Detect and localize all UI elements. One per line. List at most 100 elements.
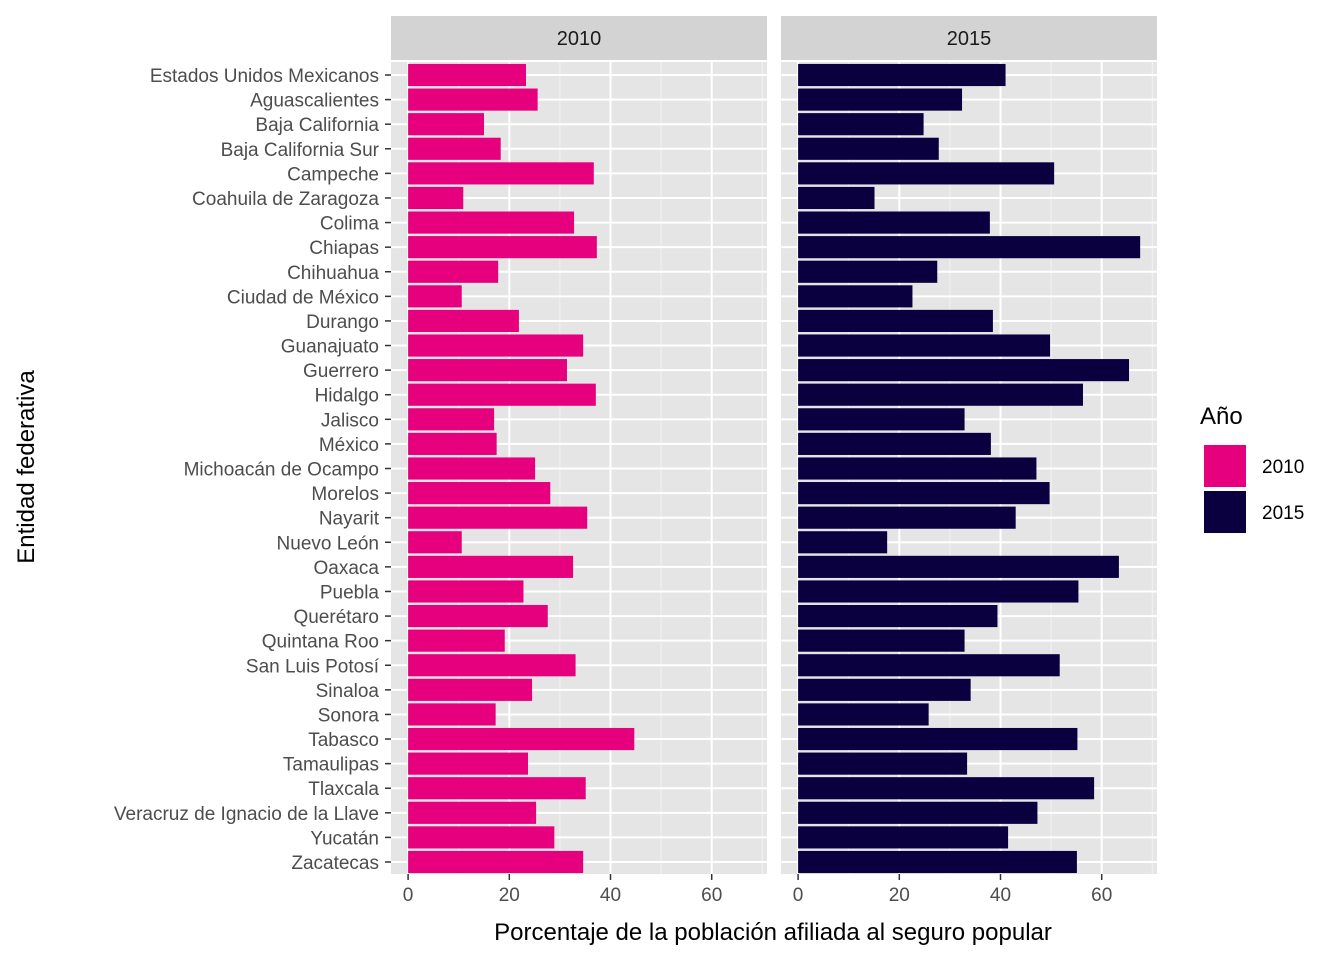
bar	[408, 359, 567, 382]
bar	[798, 211, 990, 234]
strip-2015	[781, 16, 1157, 60]
y-tick-label: Guerrero	[303, 361, 379, 382]
bar	[798, 309, 993, 333]
legend-key-2015	[1202, 489, 1248, 535]
strip-label: 2015	[947, 28, 992, 50]
bar	[798, 88, 963, 111]
bar	[408, 629, 505, 652]
bar	[408, 457, 536, 480]
bar	[798, 359, 1130, 382]
bar	[798, 555, 1119, 578]
bar	[408, 211, 575, 234]
y-tick-label: Guanajuato	[281, 337, 379, 358]
x-tick-label: 40	[990, 885, 1011, 906]
y-tick-label: Jalisco	[321, 410, 379, 431]
y-tick-label: Campeche	[287, 164, 379, 185]
bar	[798, 531, 888, 554]
y-tick-label: Chiapas	[309, 238, 379, 259]
y-tick-label: Nayarit	[319, 509, 380, 530]
y-tick-label: Morelos	[311, 484, 379, 505]
bar	[408, 383, 596, 406]
bar	[408, 850, 584, 874]
y-tick-label: Nuevo León	[277, 533, 379, 554]
bar	[408, 826, 555, 849]
bar	[408, 555, 574, 578]
y-axis: Estados Unidos Mexicanos Aguascalientes Ba…	[114, 66, 391, 874]
bar	[798, 457, 1037, 480]
bar	[408, 309, 519, 333]
bar	[798, 162, 1055, 185]
y-tick-label: Coahuila de Zaragoza	[192, 189, 379, 210]
y-tick-label: Michoacán de Ocampo	[184, 460, 379, 481]
bar	[798, 629, 965, 652]
bar	[408, 88, 538, 111]
bar	[798, 580, 1079, 603]
bar	[408, 703, 496, 726]
legend-items: 2010 2015	[1202, 443, 1304, 535]
bar	[408, 113, 484, 136]
x-tick-label: 40	[600, 885, 621, 906]
bar	[798, 113, 924, 136]
bar	[408, 777, 586, 800]
y-tick-label: Zacatecas	[291, 853, 379, 874]
bar	[408, 285, 462, 308]
bar	[798, 186, 875, 210]
y-tick-label: Sonora	[318, 705, 380, 726]
legend-label: 2010	[1262, 457, 1304, 478]
bar	[408, 334, 584, 357]
y-tick-label: San Luis Potosí	[246, 656, 380, 677]
y-tick-label: Colima	[320, 214, 380, 235]
bar	[798, 850, 1077, 874]
y-tick-label: Tlaxcala	[308, 779, 379, 800]
x-tick-label: 60	[701, 885, 722, 906]
y-tick-label: Aguascalientes	[250, 91, 379, 112]
x-axis-title: Porcentaje de la población afiliada al s…	[494, 919, 1052, 946]
bar	[798, 236, 1141, 259]
y-tick-label: Baja California Sur	[221, 140, 380, 161]
bar	[408, 162, 594, 185]
y-tick-label: Tabasco	[308, 730, 379, 751]
legend-key-2010	[1202, 443, 1248, 489]
panels: 2010 0 20 40 60 2015 0 20 40 60	[391, 16, 1157, 906]
bar	[798, 63, 1006, 87]
legend: Año 2010 2015	[1200, 403, 1304, 535]
bar	[798, 654, 1060, 677]
y-tick-label: Durango	[306, 312, 379, 333]
y-tick-label: Ciudad de México	[227, 287, 379, 308]
bar	[798, 334, 1051, 357]
y-axis-title: Entidad federativa	[13, 370, 40, 564]
bar	[798, 604, 998, 628]
bar	[798, 777, 1095, 800]
bar	[798, 285, 913, 308]
bar	[408, 186, 464, 210]
y-tick-label: México	[319, 435, 379, 456]
bar	[408, 506, 588, 529]
x-tick-label: 0	[793, 885, 804, 906]
y-tick-label: Puebla	[320, 582, 380, 603]
bar	[798, 801, 1038, 824]
bar	[408, 63, 526, 87]
bar	[798, 727, 1078, 751]
x-tick-label: 0	[403, 885, 414, 906]
bar	[408, 432, 497, 455]
bar	[798, 678, 971, 701]
bar	[408, 678, 533, 701]
y-tick-label: Hidalgo	[315, 386, 379, 407]
strip-2010	[391, 16, 767, 60]
bar	[408, 260, 499, 283]
bar	[408, 801, 537, 824]
legend-title: Año	[1200, 403, 1243, 430]
y-tick-label: Quintana Roo	[262, 632, 379, 653]
bar	[798, 137, 939, 160]
bar	[408, 137, 501, 160]
y-tick-label: Oaxaca	[314, 558, 380, 579]
bar	[408, 752, 529, 775]
bar	[798, 826, 1009, 849]
bar	[798, 482, 1050, 505]
x-tick-label: 60	[1091, 885, 1112, 906]
bar	[798, 383, 1083, 406]
panel-2010: 2010 0 20 40 60	[391, 16, 767, 906]
y-tick-label: Querétaro	[293, 607, 379, 628]
bar	[798, 752, 968, 775]
